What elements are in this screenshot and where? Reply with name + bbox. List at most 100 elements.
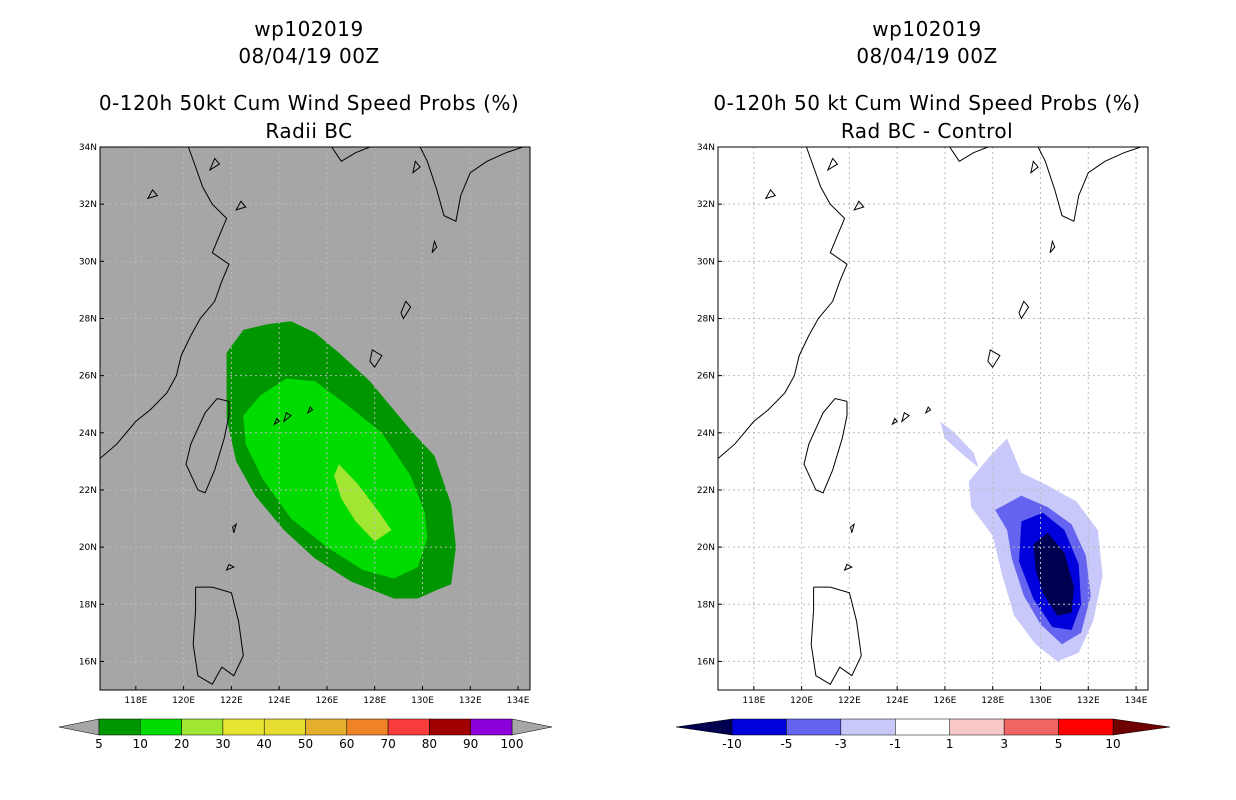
contour-20-fill: [334, 464, 392, 542]
colorbar-label: 70: [380, 737, 395, 751]
colorbar-label: 90: [463, 737, 478, 751]
island-outline: [850, 522, 856, 533]
chart-subtitle: Rad BC - Control: [840, 119, 1014, 143]
island-outline: [1049, 239, 1056, 254]
storm-id: wp102019: [872, 17, 982, 41]
y-tick-label: 20N: [697, 543, 715, 553]
coastline-taiwan: [185, 397, 230, 494]
island-outline: [225, 563, 235, 571]
colorbar-label: -1: [889, 737, 901, 751]
island-outline: [826, 157, 839, 172]
y-tick-label: 32N: [697, 200, 715, 210]
y-tick-label: 22N: [79, 486, 97, 496]
coastline-korea: [949, 147, 989, 162]
colorbar-swatch: [222, 718, 265, 736]
colorbar-label: 60: [339, 737, 354, 751]
island-outline: [273, 417, 280, 426]
y-tick-label: 22N: [697, 486, 715, 496]
island-outline: [764, 189, 777, 200]
y-tick-label: 34N: [697, 143, 715, 153]
colorbar-swatch: [140, 718, 182, 736]
storm-id: wp102019: [254, 17, 364, 41]
colorbar-swatch: [470, 718, 513, 736]
colorbar-swatch: [949, 718, 1005, 736]
coastline-china: [100, 147, 230, 459]
island-outline: [987, 349, 1001, 368]
colorbar-label: -5: [780, 737, 792, 751]
y-tick-label: 24N: [79, 429, 97, 439]
chart-title: 0-120h 50kt Cum Wind Speed Probs (%): [98, 91, 520, 115]
colorbar-label: 100: [501, 737, 524, 751]
x-tick-label: 124E: [268, 696, 291, 706]
x-tick-label: 126E: [316, 696, 339, 706]
x-tick-label: 122E: [838, 696, 861, 706]
x-tick-label: 132E: [459, 696, 482, 706]
x-tick-label: 126E: [934, 696, 957, 706]
chart-subtitle: Radii BC: [265, 119, 353, 143]
colorbar-swatch: [786, 718, 842, 736]
colorbar-swatch: [1058, 718, 1114, 736]
y-tick-label: 34N: [79, 143, 97, 153]
chart-title: 0-120h 50 kt Cum Wind Speed Probs (%): [713, 91, 1141, 115]
island-outline: [235, 200, 247, 211]
island-outline: [891, 417, 898, 426]
island-outline: [900, 412, 910, 423]
colorbar-swatch: [1003, 718, 1059, 736]
island-outline: [412, 160, 421, 174]
island-outline: [1030, 160, 1039, 174]
colorbar-label: -3: [835, 737, 847, 751]
colorbar-swatch: [731, 718, 787, 736]
coastline-korea: [331, 147, 371, 162]
island-outline: [146, 189, 159, 200]
y-tick-label: 26N: [79, 372, 97, 382]
coastline-luzon: [810, 586, 862, 685]
colorbar-label: 80: [422, 737, 437, 751]
island-outline: [431, 239, 438, 254]
y-tick-label: 18N: [697, 600, 715, 610]
colorbar-label: 5: [95, 737, 103, 751]
y-tick-label: 30N: [697, 257, 715, 267]
colorbar-swatch: [263, 718, 306, 736]
x-tick-label: 118E: [124, 696, 147, 706]
panel-right: wp102019 08/04/19 00Z 0-120h 50 kt Cum W…: [618, 0, 1236, 800]
colorbar-swatch: [895, 718, 950, 736]
x-tick-label: 130E: [1029, 696, 1052, 706]
colorbar-under-arrow: [58, 718, 100, 736]
island-outline: [1018, 300, 1030, 320]
island-outline: [843, 563, 853, 571]
panel-left: wp102019 08/04/19 00Z 0-120h 50kt Cum Wi…: [58, 17, 553, 751]
x-tick-label: 118E: [742, 696, 765, 706]
colorbar-swatch: [840, 718, 896, 736]
colorbar-label: 30: [215, 737, 230, 751]
island-outline: [924, 406, 932, 415]
colorbar-swatch: [181, 718, 224, 736]
y-tick-label: 26N: [697, 372, 715, 382]
island-outline: [306, 406, 314, 415]
colorbar-swatch: [387, 718, 430, 736]
coastline-luzon: [192, 586, 244, 685]
plot-frame: [717, 146, 1149, 691]
island-outline: [232, 522, 238, 533]
island-outline: [400, 300, 412, 320]
colorbar-label: 40: [257, 737, 272, 751]
x-tick-label: 132E: [1077, 696, 1100, 706]
colorbar-under-arrow: [675, 718, 733, 736]
colorbar-over-arrow: [1112, 718, 1171, 736]
colorbar-label: 5: [1055, 737, 1063, 751]
colorbar-label: 10: [1105, 737, 1120, 751]
y-tick-label: 16N: [79, 657, 97, 667]
contour-neg10-fill: [1033, 532, 1074, 616]
colorbar-label: 10: [133, 737, 148, 751]
colorbar-label: 1: [946, 737, 954, 751]
island-outline: [369, 349, 383, 368]
island-outline: [853, 200, 865, 211]
x-tick-label: 130E: [411, 696, 434, 706]
x-tick-label: 128E: [363, 696, 386, 706]
x-tick-label: 120E: [790, 696, 813, 706]
y-tick-label: 28N: [79, 314, 97, 324]
x-tick-label: 122E: [220, 696, 243, 706]
datetime: 08/04/19 00Z: [238, 44, 380, 68]
colorbar-swatch: [346, 718, 389, 736]
plot-frame: [99, 146, 531, 691]
colorbar-label: 3: [1000, 737, 1008, 751]
